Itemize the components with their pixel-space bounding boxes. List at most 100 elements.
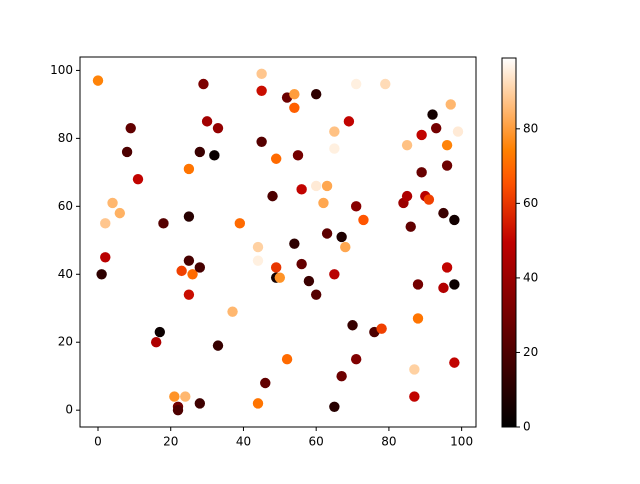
point — [267, 190, 278, 202]
point — [169, 391, 180, 402]
colorbar-tick-label: 60 — [523, 196, 538, 210]
point — [125, 122, 136, 134]
point — [441, 139, 453, 151]
point — [376, 323, 387, 334]
point — [187, 269, 198, 280]
point — [183, 289, 195, 300]
axes-frame — [79, 56, 477, 428]
point — [350, 354, 362, 365]
point — [380, 78, 391, 90]
point — [252, 241, 264, 253]
x-tick-label: 20 — [163, 435, 178, 449]
point — [292, 150, 304, 161]
point — [310, 89, 322, 100]
point — [270, 153, 282, 164]
point — [183, 163, 195, 175]
point — [409, 364, 420, 375]
point — [158, 218, 169, 229]
point — [107, 197, 118, 209]
point — [358, 214, 369, 226]
point — [427, 109, 438, 120]
point — [183, 255, 195, 266]
point — [194, 262, 206, 273]
point — [100, 252, 111, 263]
point — [303, 275, 315, 287]
point — [281, 354, 293, 365]
point — [401, 139, 413, 151]
point — [256, 68, 267, 80]
point — [350, 78, 362, 90]
point — [274, 272, 286, 283]
point — [194, 146, 206, 158]
x-tick-label: 40 — [236, 435, 251, 449]
point — [452, 126, 464, 137]
point — [340, 241, 351, 253]
point — [318, 197, 329, 209]
point — [234, 218, 246, 229]
point — [401, 190, 413, 202]
point — [321, 180, 333, 192]
point — [449, 214, 460, 226]
point — [310, 180, 322, 192]
x-tick-label: 100 — [450, 435, 473, 449]
point — [405, 221, 416, 232]
point — [100, 218, 111, 229]
point — [296, 184, 307, 195]
x-tick-label: 0 — [94, 435, 102, 449]
point — [256, 85, 267, 97]
y-tick-label: 100 — [50, 63, 73, 77]
y-tick-label: 80 — [58, 131, 73, 145]
point — [350, 201, 362, 212]
point — [329, 126, 340, 137]
point — [212, 122, 224, 134]
point — [329, 269, 340, 280]
x-tick-label: 80 — [381, 435, 396, 449]
point — [194, 398, 206, 409]
point — [209, 150, 220, 161]
point — [416, 167, 427, 178]
point — [252, 255, 264, 266]
point — [321, 228, 333, 239]
x-tick-label: 60 — [309, 435, 324, 449]
point — [449, 357, 460, 368]
colorbar-tick-label: 20 — [523, 345, 538, 359]
colorbar-tick-label: 0 — [523, 420, 531, 434]
point — [438, 207, 449, 219]
point — [445, 99, 456, 110]
point — [198, 78, 209, 90]
point — [289, 102, 300, 113]
point — [172, 404, 184, 416]
point — [132, 173, 144, 185]
y-tick-label: 20 — [58, 335, 73, 349]
point — [441, 262, 453, 273]
point — [416, 129, 427, 141]
point — [423, 194, 435, 205]
point — [310, 289, 322, 300]
point — [336, 231, 347, 243]
point — [121, 146, 133, 158]
point — [296, 258, 307, 270]
point — [329, 143, 340, 154]
point — [96, 269, 107, 280]
point — [183, 211, 195, 222]
point — [336, 371, 347, 382]
point — [227, 306, 238, 317]
point — [347, 320, 358, 331]
colorbar — [501, 57, 517, 428]
point — [201, 116, 213, 127]
point — [92, 75, 104, 86]
point — [412, 279, 424, 290]
y-tick-label: 60 — [58, 199, 73, 213]
point — [180, 391, 191, 402]
point — [154, 326, 166, 338]
point — [343, 116, 355, 127]
point — [212, 340, 224, 351]
point — [270, 262, 282, 273]
point — [150, 337, 162, 348]
point — [438, 282, 449, 294]
point — [176, 265, 187, 277]
y-tick-label: 0 — [65, 403, 73, 417]
point — [289, 238, 300, 249]
point — [252, 398, 264, 409]
